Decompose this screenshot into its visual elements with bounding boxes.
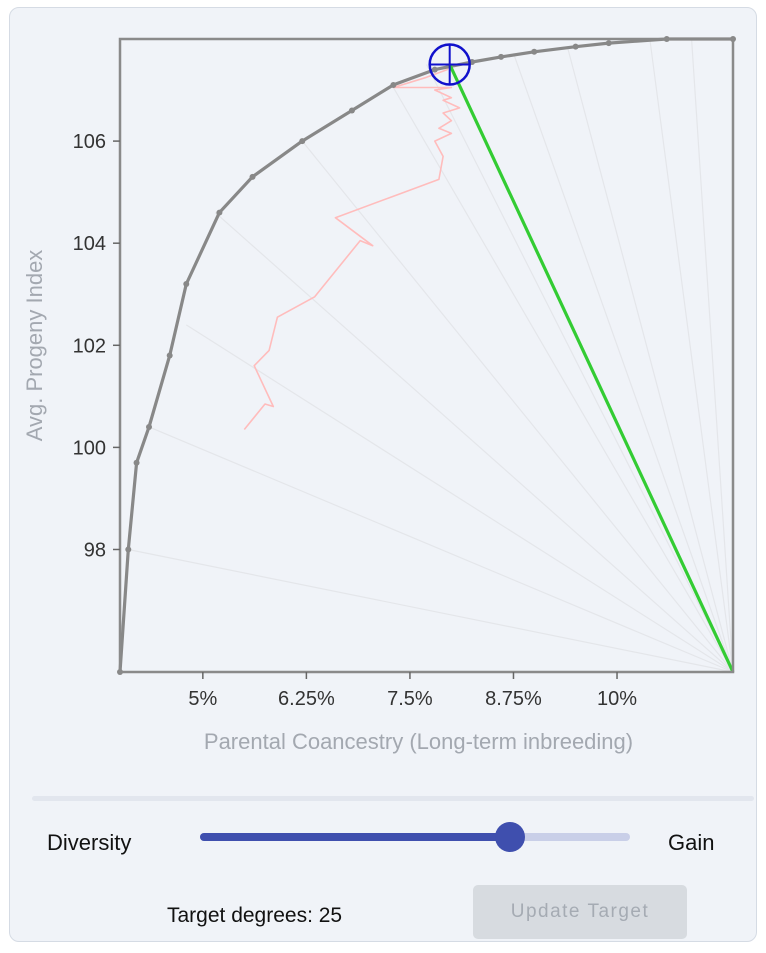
slider-fill	[200, 833, 510, 841]
frontier-chart: 5% 6.25% 7.5% 8.75% 10% 98 100 102 104 106 Parent…	[22, 36, 736, 754]
angle-ray	[690, 38, 734, 673]
frontier-point	[348, 107, 355, 114]
frontier-point	[531, 48, 538, 55]
frontier-point	[572, 43, 579, 50]
frontier-point	[183, 281, 190, 288]
angle-ray	[425, 64, 734, 673]
frontier-point	[605, 40, 612, 47]
x-tick-label: 5%	[188, 688, 217, 710]
gain-label: Gain	[668, 830, 715, 855]
angle-rays	[128, 38, 734, 673]
frontier-point	[125, 546, 132, 553]
target-direction-line	[448, 63, 735, 673]
frontier-line	[118, 37, 733, 673]
frontier-point	[216, 209, 223, 216]
target-degrees-text: Target degrees: 25	[167, 904, 343, 927]
optimization-path-layer	[243, 61, 461, 431]
divider	[32, 796, 754, 801]
angle-ray	[148, 426, 734, 673]
chart-card: 5% 6.25% 7.5% 8.75% 10% 98 100 102 104 106 Parent…	[9, 7, 757, 942]
slider-thumb[interactable]	[494, 822, 525, 852]
optimization-path-line	[243, 61, 461, 431]
frontier-point	[498, 53, 505, 60]
x-tick-label: 8.75%	[485, 688, 542, 710]
target-layer	[428, 43, 735, 673]
y-tick-label: 104	[73, 233, 106, 255]
frontier-layer	[117, 36, 736, 675]
angle-ray	[566, 46, 734, 673]
y-tick-label: 102	[73, 335, 106, 357]
x-tick-label: 6.25%	[278, 688, 335, 710]
angle-ray	[214, 212, 734, 673]
angle-ray	[128, 548, 734, 673]
frontier-point	[390, 81, 397, 88]
frontier-point	[431, 66, 438, 73]
y-axis-label: Avg. Progeny Index	[22, 250, 47, 442]
frontier-point	[166, 352, 173, 359]
x-axis-label: Parental Coancestry (Long-term inbreedin…	[204, 729, 633, 754]
angle-ray	[185, 324, 734, 673]
angle-ray	[649, 41, 734, 673]
angle-ray	[392, 87, 734, 673]
x-tick-label: 10%	[597, 688, 637, 710]
frontier-point	[145, 423, 152, 430]
plot-frame	[118, 37, 735, 674]
axes-layer: 5% 6.25% 7.5% 8.75% 10% 98 100 102 104 106	[73, 131, 638, 710]
frontier-point	[249, 173, 256, 180]
frontier-point	[133, 459, 140, 466]
angle-ray	[512, 53, 734, 673]
diversity-label: Diversity	[47, 830, 132, 855]
diversity-gain-slider[interactable]	[200, 822, 630, 852]
y-tick-label: 106	[73, 131, 106, 153]
frontier-point	[299, 138, 306, 145]
y-tick-label: 100	[73, 437, 106, 459]
y-tick-label: 98	[84, 539, 106, 561]
x-tick-label: 7.5%	[387, 688, 433, 710]
angle-ray	[301, 140, 734, 673]
update-target-button[interactable]: Update Target	[473, 885, 687, 939]
